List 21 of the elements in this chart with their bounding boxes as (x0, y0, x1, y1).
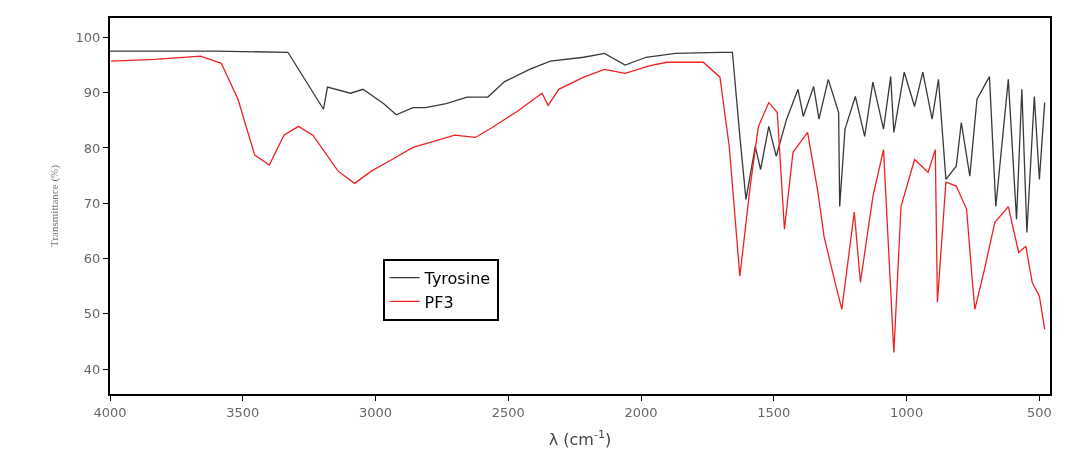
y-tick-label: 60 (83, 251, 101, 267)
y-tick-label: 70 (83, 195, 101, 211)
x-tick-label: 4000 (93, 404, 127, 420)
x-tick-label: 1500 (757, 404, 791, 420)
x-tick-label: 3000 (358, 404, 393, 420)
legend-label: PF3 (424, 292, 454, 312)
x-tick-label: 500 (1026, 404, 1052, 420)
x-axis-title: λ (cm$^{-1}$) (548, 428, 612, 449)
line-series (110, 50, 1046, 234)
y-tick-label: 80 (83, 140, 101, 156)
x-tick-label: 1000 (890, 404, 924, 420)
legend-label: Tyrosine (423, 268, 491, 288)
x-tick-label: 3500 (226, 404, 260, 420)
y-axis-title: Transmittance (%) (47, 164, 61, 247)
line-series (110, 55, 1046, 354)
y-tick-label: 90 (83, 85, 101, 101)
y-tick-label: 40 (83, 361, 101, 377)
y-tick-label: 50 (83, 306, 101, 322)
y-tick-label: 100 (75, 29, 101, 45)
x-tick-label: 2000 (624, 404, 658, 420)
x-tick-label: 2500 (491, 404, 525, 420)
